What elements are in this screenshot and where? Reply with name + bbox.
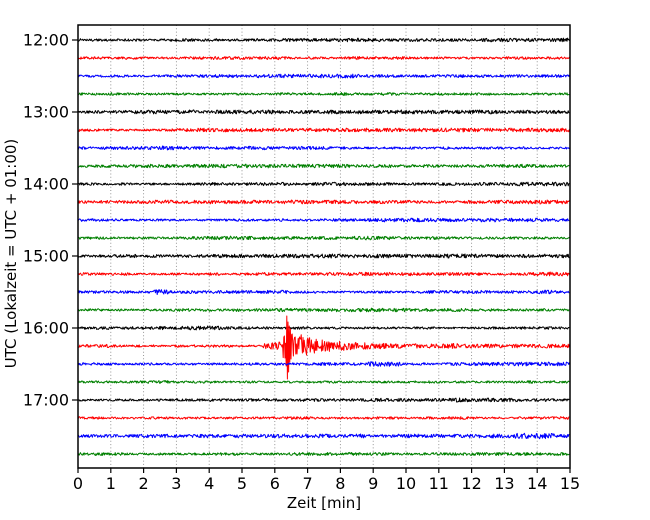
x-tick-label-3: 3	[171, 474, 181, 493]
hour-label-14:00: 14:00	[23, 175, 69, 194]
trace-17:00	[77, 397, 570, 403]
x-tick-label-9: 9	[368, 474, 378, 493]
trace-16:00	[77, 325, 570, 331]
trace-12:00	[77, 37, 570, 43]
trace-15:45	[77, 307, 570, 313]
x-tick-label-2: 2	[139, 474, 149, 493]
grid	[110, 25, 538, 468]
x-tick-label-6: 6	[270, 474, 280, 493]
trace-16:30	[77, 361, 570, 367]
trace-12:45	[77, 92, 570, 96]
x-tick-label-8: 8	[335, 474, 345, 493]
x-tick-label-1: 1	[106, 474, 116, 493]
x-tick-label-14: 14	[527, 474, 547, 493]
axes: 0 1 2 3 4 5 6 7 8 9 10 11 12 13 14 1512:0013:0014:0015:…	[2, 31, 580, 513]
x-tick-label-5: 5	[237, 474, 247, 493]
trace-13:15	[77, 127, 570, 133]
trace-16:15-earthquake	[77, 315, 570, 380]
trace-14:15	[77, 199, 570, 205]
hour-label-16:00: 16:00	[23, 319, 69, 338]
y-axis-title: UTC (Lokalzeit = UTC + 01:00)	[2, 139, 20, 369]
trace-12:15	[77, 56, 570, 61]
hour-label-17:00: 17:00	[23, 391, 69, 410]
traces	[77, 37, 570, 457]
trace-14:45	[77, 235, 570, 241]
trace-15:30	[77, 289, 570, 295]
trace-17:15	[77, 416, 570, 420]
trace-14:00	[77, 181, 570, 187]
plot-border	[77, 24, 571, 469]
x-tick-label-12: 12	[461, 474, 481, 493]
trace-17:45	[77, 451, 570, 457]
trace-17:30	[77, 432, 570, 440]
x-tick-label-15: 15	[560, 474, 580, 493]
trace-16:45	[77, 380, 570, 384]
hour-label-15:00: 15:00	[23, 247, 69, 266]
trace-14:30	[77, 217, 570, 223]
x-tick-label-13: 13	[494, 474, 514, 493]
x-tick-label-0: 0	[73, 474, 83, 493]
trace-15:15	[77, 271, 570, 277]
trace-13:45	[77, 163, 570, 169]
hour-label-12:00: 12:00	[23, 31, 69, 50]
x-axis-title: Zeit [min]	[287, 494, 361, 512]
x-tick-label-4: 4	[204, 474, 214, 493]
trace-13:30	[77, 145, 570, 151]
hour-label-13:00: 13:00	[23, 103, 69, 122]
x-tick-label-7: 7	[303, 474, 313, 493]
x-tick-label-11: 11	[429, 474, 449, 493]
trace-12:30	[77, 73, 570, 79]
trace-13:00	[77, 109, 570, 115]
x-tick-label-10: 10	[396, 474, 416, 493]
trace-15:00	[77, 253, 570, 259]
